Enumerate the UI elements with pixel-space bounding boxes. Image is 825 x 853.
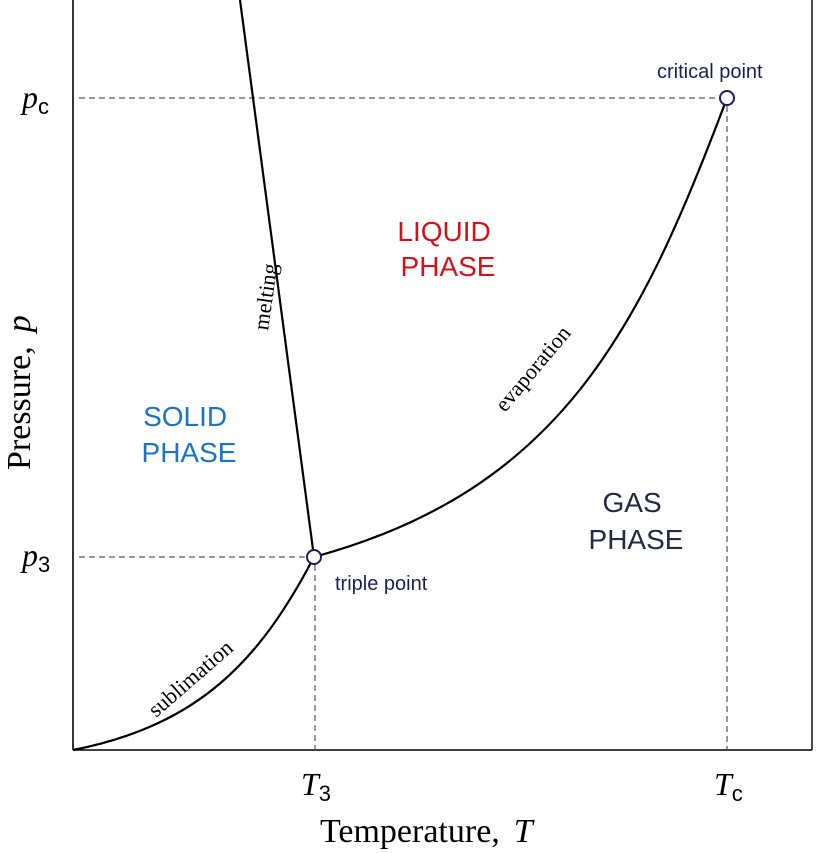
y-axis-title: Pressure, p xyxy=(1,315,38,470)
triple-point-marker xyxy=(306,549,322,565)
critical-point-label: critical point xyxy=(657,61,763,83)
x-tick-tc-base: T xyxy=(714,766,734,802)
melting-curve xyxy=(238,0,316,558)
x-tick-tc: Tc xyxy=(714,766,743,806)
x-axis-title: Temperature, T xyxy=(320,813,535,850)
x-tick-t3: T3 xyxy=(301,766,331,806)
gas-phase-label: GAS PHASE xyxy=(589,487,684,555)
triple-point-label: triple point xyxy=(335,573,428,595)
solid-phase-line2: PHASE xyxy=(142,437,237,468)
y-tick-pc: pc xyxy=(20,79,49,119)
evaporation-label: evaporation xyxy=(490,321,576,417)
evaporation-curve xyxy=(313,97,729,559)
sublimation-label: sublimation xyxy=(143,635,238,722)
liquid-phase-line1: LIQUID xyxy=(397,216,490,247)
gas-phase-line2: PHASE xyxy=(589,524,684,555)
solid-phase-line1: SOLID xyxy=(143,401,227,432)
y-tick-p3: p3 xyxy=(20,537,50,577)
x-tick-t3-base: T xyxy=(301,766,321,802)
sublimation-curve xyxy=(72,556,315,752)
y-tick-p3-base: p xyxy=(20,537,38,573)
melting-label: melting xyxy=(248,262,282,332)
y-tick-p3-sub: 3 xyxy=(38,552,50,577)
y-tick-pc-sub: c xyxy=(38,94,49,119)
liquid-phase-label: LIQUID PHASE xyxy=(397,216,498,282)
x-tick-tc-sub: c xyxy=(732,781,743,806)
y-tick-pc-base: p xyxy=(20,79,38,115)
y-axis-title-symbol: p xyxy=(1,315,38,334)
gas-phase-line1: GAS xyxy=(603,487,662,518)
critical-point-marker xyxy=(719,90,735,106)
x-axis-title-symbol: T xyxy=(514,813,535,850)
x-tick-t3-sub: 3 xyxy=(319,781,331,806)
liquid-phase-line2: PHASE xyxy=(401,251,496,282)
solid-phase-label: SOLID PHASE xyxy=(142,401,237,468)
y-axis-title-text: Pressure, xyxy=(1,346,38,470)
x-axis-title-text: Temperature, xyxy=(320,813,500,850)
